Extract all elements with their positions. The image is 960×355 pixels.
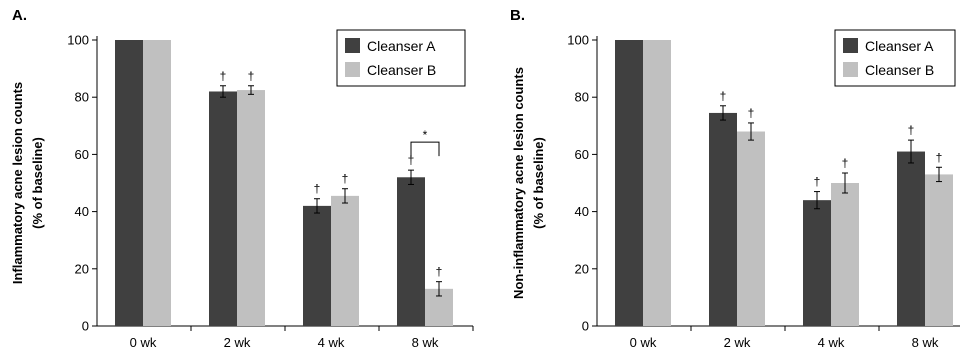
x-tick-label: 4 wk <box>318 335 345 350</box>
significance-dagger: † <box>436 265 443 279</box>
x-tick-label: 8 wk <box>412 335 439 350</box>
legend-label: Cleanser B <box>367 62 436 78</box>
x-tick-label: 2 wk <box>224 335 251 350</box>
significance-dagger: † <box>936 150 943 164</box>
legend-label: Cleanser B <box>865 62 934 78</box>
bar-cleanser-b <box>143 40 171 326</box>
bar-cleanser-a <box>397 177 425 326</box>
significance-dagger: † <box>814 175 821 189</box>
bar-cleanser-a <box>897 152 925 326</box>
significance-star: * <box>423 128 428 142</box>
y-tick-label: 20 <box>75 261 89 276</box>
y-tick-label: 40 <box>575 204 589 219</box>
y-tick-label: 100 <box>67 33 89 48</box>
significance-dagger: † <box>314 182 321 196</box>
bar-cleanser-b <box>831 183 859 326</box>
legend-swatch <box>843 62 858 77</box>
significance-dagger: † <box>342 172 349 186</box>
bar-cleanser-b <box>643 40 671 326</box>
y-tick-label: 60 <box>75 147 89 162</box>
chart-panel-2: B. Non-inflammatory acne lesion counts (% … <box>510 7 960 350</box>
significance-dagger: † <box>220 69 227 83</box>
legend: Cleanser A Cleanser B <box>835 30 955 86</box>
legend-label: Cleanser A <box>367 38 436 54</box>
y-tick-label: 80 <box>75 90 89 105</box>
chart-panel-1: A. Inflammatory acne lesion counts (% of b… <box>10 7 473 350</box>
significance-dagger: † <box>720 89 727 103</box>
significance-dagger: † <box>908 123 915 137</box>
bar-cleanser-b <box>237 90 265 326</box>
y-axis-label: (% of baseline) <box>531 137 546 229</box>
significance-dagger: † <box>248 69 255 83</box>
x-tick-label: 0 wk <box>630 335 657 350</box>
y-axis-label: Non-inflammatory acne lesion counts <box>511 67 526 299</box>
bar-cleanser-a <box>209 91 237 326</box>
bar-cleanser-b <box>737 132 765 326</box>
y-tick-label: 100 <box>567 33 589 48</box>
significance-dagger: † <box>748 106 755 120</box>
bar-cleanser-b <box>925 174 953 326</box>
legend-swatch <box>345 38 360 53</box>
bar-cleanser-a <box>115 40 143 326</box>
bar-cleanser-a <box>303 206 331 326</box>
bar-cleanser-a <box>709 113 737 326</box>
significance-dagger: † <box>842 156 849 170</box>
legend: Cleanser A Cleanser B <box>337 30 465 86</box>
bar-cleanser-a <box>615 40 643 326</box>
x-tick-label: 2 wk <box>724 335 751 350</box>
y-tick-label: 0 <box>582 319 589 334</box>
x-tick-label: 0 wk <box>130 335 157 350</box>
significance-bracket <box>411 142 439 156</box>
y-tick-label: 40 <box>75 204 89 219</box>
y-tick-label: 60 <box>575 147 589 162</box>
x-tick-label: 8 wk <box>912 335 939 350</box>
y-axis-label: (% of baseline) <box>30 137 45 229</box>
panel-label: B. <box>510 7 525 24</box>
x-tick-label: 4 wk <box>818 335 845 350</box>
y-axis-label: Inflammatory acne lesion counts <box>10 82 25 284</box>
y-tick-label: 80 <box>575 90 589 105</box>
bar-cleanser-a <box>803 200 831 326</box>
y-tick-label: 0 <box>82 319 89 334</box>
legend-label: Cleanser A <box>865 38 934 54</box>
y-tick-label: 20 <box>575 261 589 276</box>
legend-swatch <box>843 38 858 53</box>
legend-swatch <box>345 62 360 77</box>
panel-label: A. <box>12 7 27 24</box>
bar-cleanser-b <box>331 196 359 326</box>
